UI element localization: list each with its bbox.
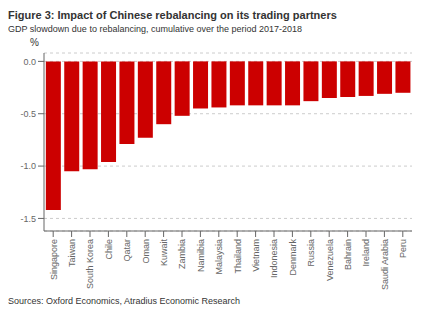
svg-text:-1.0: -1.0 <box>20 161 36 171</box>
html-text:GDP slowdown due to rebalancin: GDP slowdown due to rebalancing, cumulat… <box>8 24 302 34</box>
svg-text:-1.5: -1.5 <box>20 214 36 224</box>
svg-text:Saudi Arabia: Saudi Arabia <box>380 239 390 290</box>
svg-text:Venezuela: Venezuela <box>325 239 335 281</box>
svg-text:Oman: Oman <box>141 239 151 264</box>
html-text:Figure 3: Impact of Chinese re: Figure 3: Impact of Chinese rebalancing … <box>8 9 337 21</box>
svg-text:Kuwait: Kuwait <box>159 239 169 267</box>
svg-text:Zambia: Zambia <box>177 239 187 269</box>
svg-text:Malaysia: Malaysia <box>214 239 224 275</box>
svg-text:Ireland: Ireland <box>361 239 371 267</box>
svg-text:South Korea: South Korea <box>85 239 95 289</box>
svg-text:Bahrain: Bahrain <box>343 239 353 270</box>
svg-text:0.0: 0.0 <box>23 57 36 67</box>
svg-text:-0.5: -0.5 <box>20 109 36 119</box>
svg-text:Denmark: Denmark <box>288 239 298 276</box>
svg-text:Taiwan: Taiwan <box>67 239 77 267</box>
svg-text:Vietnam: Vietnam <box>251 239 261 272</box>
svg-text:Namibia: Namibia <box>196 239 206 272</box>
svg-text:Singapore: Singapore <box>49 239 59 280</box>
html-text:Sources: Oxford Economics, Atr: Sources: Oxford Economics, Atradius Econ… <box>8 296 241 306</box>
svg-text:Thailand: Thailand <box>233 239 243 274</box>
svg-text:Chile: Chile <box>104 239 114 260</box>
svg-text:Peru: Peru <box>398 239 408 258</box>
svg-text:Indonesia: Indonesia <box>269 239 279 278</box>
svg-text:Qatar: Qatar <box>122 239 132 262</box>
svg-text:Russia: Russia <box>306 239 316 267</box>
